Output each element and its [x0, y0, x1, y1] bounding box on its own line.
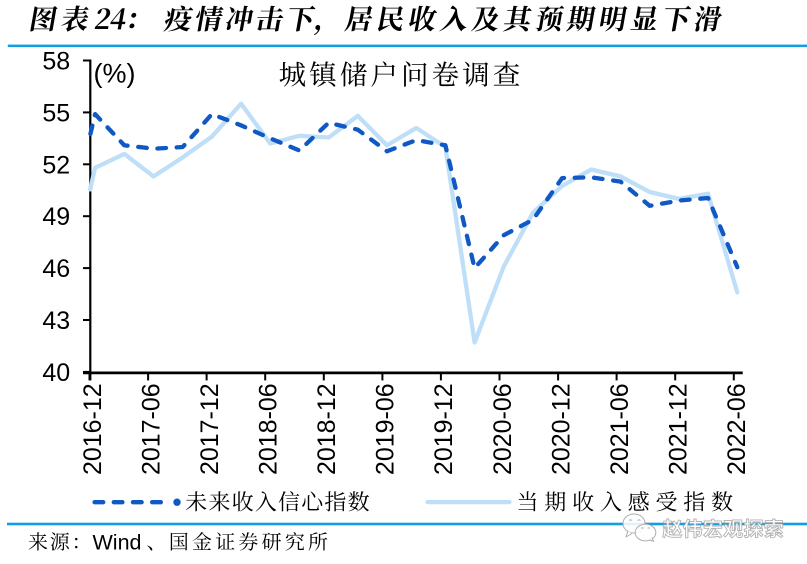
svg-text:55: 55 — [42, 99, 70, 127]
svg-text:2021-12: 2021-12 — [665, 383, 693, 475]
svg-text:2022-06: 2022-06 — [723, 383, 751, 475]
svg-text:49: 49 — [42, 203, 70, 231]
svg-text:2019-06: 2019-06 — [372, 383, 400, 475]
svg-text:2020-06: 2020-06 — [489, 383, 517, 475]
svg-text:2018-06: 2018-06 — [255, 383, 283, 475]
svg-text:2018-12: 2018-12 — [313, 383, 341, 475]
svg-text:2017-12: 2017-12 — [196, 383, 224, 475]
svg-text:2017-06: 2017-06 — [137, 383, 165, 475]
svg-text:40: 40 — [42, 359, 70, 387]
svg-text:2019-12: 2019-12 — [430, 383, 458, 475]
svg-text:52: 52 — [42, 151, 70, 179]
svg-text:Wind: Wind — [93, 531, 142, 555]
svg-text:(%): (%) — [94, 59, 136, 89]
svg-text:43: 43 — [42, 307, 70, 335]
svg-text:2016-12: 2016-12 — [79, 383, 107, 475]
svg-text:46: 46 — [42, 255, 70, 283]
svg-text:2021-06: 2021-06 — [606, 383, 634, 475]
svg-text:2020-12: 2020-12 — [547, 383, 575, 475]
svg-text:58: 58 — [42, 48, 70, 76]
